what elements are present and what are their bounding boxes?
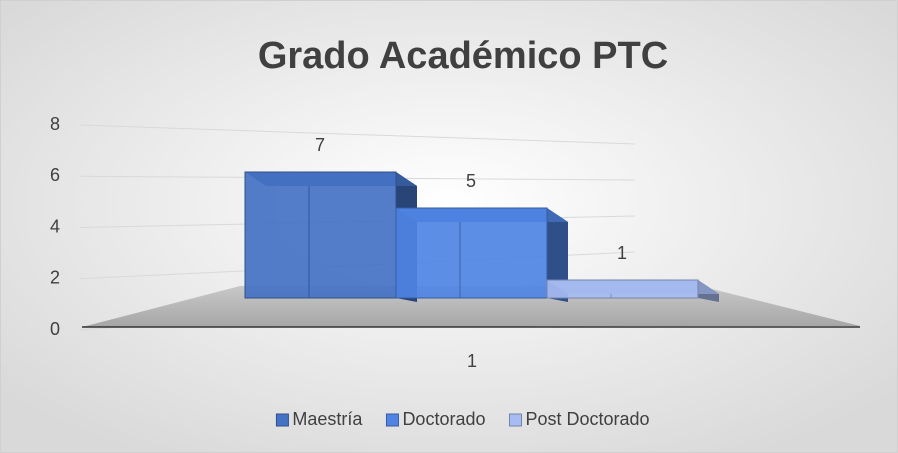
legend-label: Doctorado: [402, 409, 485, 429]
legend-swatch: [275, 413, 289, 427]
bar: [244, 171, 397, 299]
bar: [546, 279, 699, 299]
y-tick-label: 4: [50, 216, 60, 236]
chart-title: Grado Académico PTC: [258, 35, 668, 77]
y-tick-label: 2: [50, 268, 60, 288]
data-label: 5: [466, 171, 476, 191]
bar-side: [547, 208, 568, 302]
y-tick-label: 0: [50, 319, 60, 339]
grid-line: [79, 124, 636, 145]
legend-label: Post Doctorado: [526, 409, 650, 429]
legend-swatch: [509, 413, 523, 427]
legend-swatch: [385, 413, 399, 427]
y-tick-label: 8: [50, 114, 60, 134]
y-tick-label: 6: [50, 165, 60, 185]
bar: [395, 207, 548, 299]
data-label: 7: [315, 135, 325, 155]
legend-label: Maestría: [292, 409, 363, 429]
x-tick-label: 1: [467, 351, 477, 371]
data-label: 1: [617, 243, 627, 263]
